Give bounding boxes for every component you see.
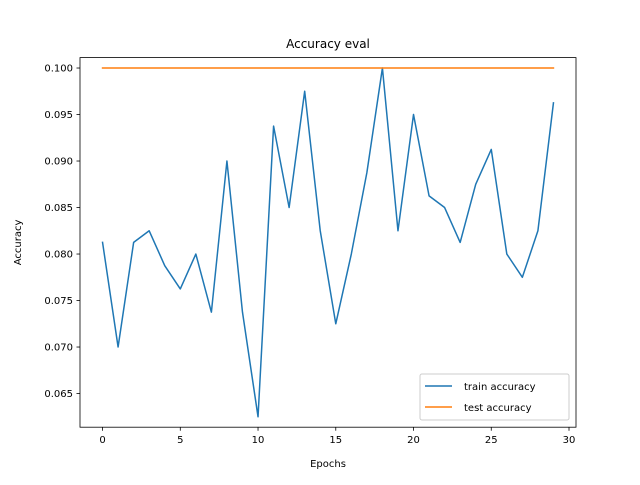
legend-box [419, 373, 570, 421]
y-tick-label: 0.065 [44, 389, 73, 400]
series-layer [101, 67, 555, 418]
x-tick-label: 25 [485, 435, 498, 446]
y-tick-label: 0.070 [44, 343, 73, 354]
y-tick-label: 0.085 [44, 203, 73, 214]
y-tick-label: 0.090 [44, 157, 73, 168]
y-axis-label: Accuracy [13, 219, 24, 265]
legend-label-test: test accuracy [464, 403, 532, 414]
y-axis-ticks: 0.065 0.070 0.075 0.080 0.085 0.090 0.095 0.100 [44, 64, 80, 400]
x-tick-label: 20 [407, 435, 420, 446]
y-tick-label: 0.100 [44, 64, 73, 75]
plot-frame [79, 57, 577, 428]
legend: train accuracy test accuracy [419, 373, 570, 421]
y-tick-label: 0.095 [44, 110, 73, 121]
chart-title: Accuracy eval [286, 37, 370, 51]
x-axis-label: Epochs [310, 459, 346, 470]
y-tick-label: 0.080 [44, 250, 73, 261]
legend-label-train: train accuracy [464, 382, 536, 393]
y-tick-label: 0.075 [44, 296, 73, 307]
x-tick-label: 5 [177, 435, 183, 446]
x-tick-label: 10 [252, 435, 265, 446]
x-tick-label: 30 [563, 435, 576, 446]
x-axis-ticks: 0 5 10 15 20 25 30 [99, 427, 575, 446]
train-accuracy-line [101, 67, 555, 418]
x-tick-label: 0 [99, 435, 105, 446]
x-tick-label: 15 [329, 435, 342, 446]
